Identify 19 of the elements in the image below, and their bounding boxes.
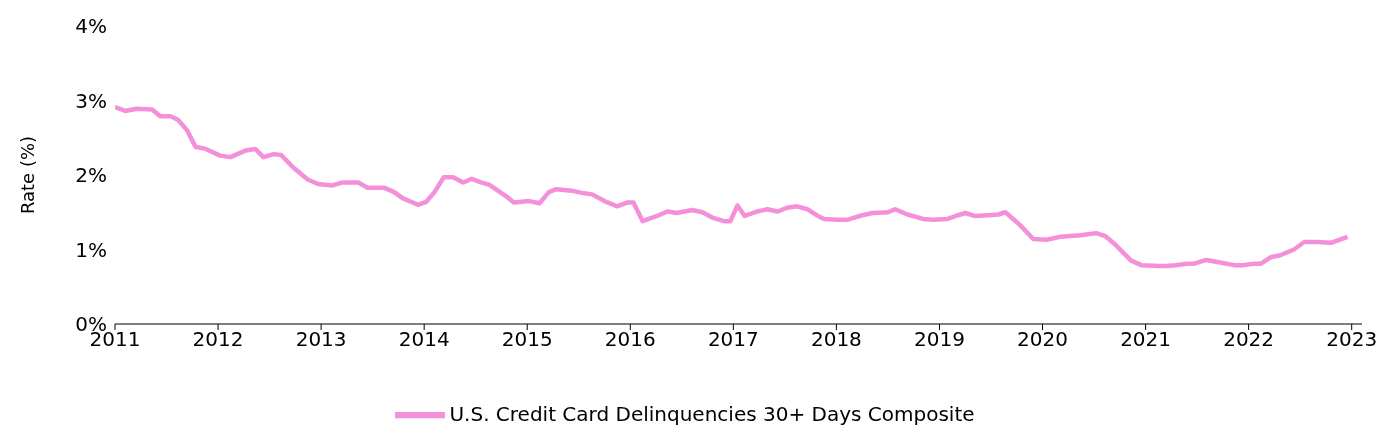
- y-axis-title: Rate (%): [17, 135, 39, 215]
- x-tick-label: 2012: [192, 327, 244, 352]
- legend-label: U.S. Credit Card Delinquencies 30+ Days Composite: [449, 401, 975, 426]
- x-tick-label: 2021: [1120, 327, 1172, 352]
- x-tick-label: 2016: [604, 327, 656, 352]
- x-tick-label: 2023: [1326, 327, 1378, 352]
- x-tick-label: 2017: [707, 327, 759, 352]
- x-tick-label: 2014: [398, 327, 450, 352]
- y-tick-label: 4%: [75, 14, 107, 39]
- x-tick-label: 2020: [1017, 327, 1068, 352]
- y-tick-label: 3%: [75, 88, 107, 113]
- line-series: [115, 104, 1350, 269]
- y-tick-label: 1%: [75, 237, 107, 262]
- x-tick-label: 2015: [501, 327, 553, 352]
- x-tick-label: 2019: [914, 327, 965, 352]
- y-tick-label: 2%: [75, 163, 107, 188]
- x-tick-label: 2022: [1223, 327, 1275, 352]
- x-tick-label: 2018: [810, 327, 862, 352]
- x-tick-label: 2013: [295, 327, 347, 352]
